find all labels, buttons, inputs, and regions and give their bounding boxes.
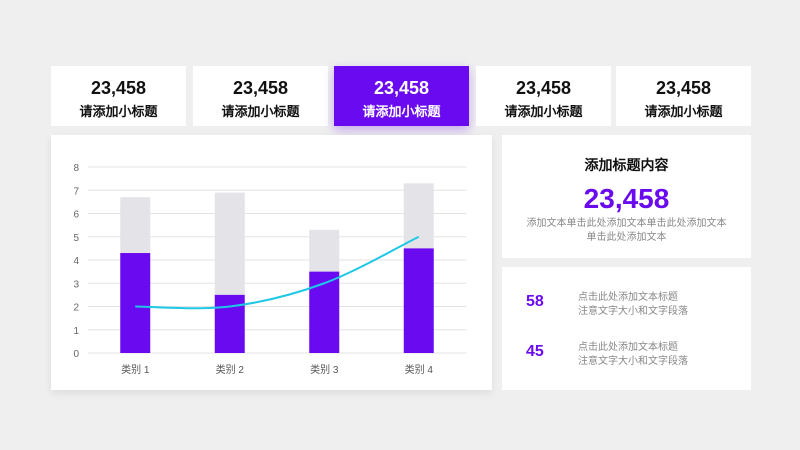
y-tick-label: 0 (73, 349, 79, 360)
stat-value: 23,458 (515, 78, 572, 98)
y-tick-label: 3 (73, 279, 79, 290)
bar-line-chart: 0 1 2 3 4 5 6 7 8 类别 1 类别 2 类别 3 类别 4 (73, 163, 466, 376)
y-tick-label: 7 (73, 186, 79, 197)
metric-line1: 点击此处添加文本标题 (578, 342, 678, 353)
y-tick-label: 2 (73, 303, 79, 314)
bar-series-1 (403, 248, 434, 353)
x-tick-label: 类别 3 (310, 363, 339, 376)
y-tick-label: 6 (73, 210, 79, 221)
stat-value: 23,458 (232, 78, 289, 98)
y-tick-label: 1 (73, 326, 79, 337)
metrics-list-card: 58 点击此处添加文本标题 注意文字大小和文字段落 45 点击此处添加文本标题 注意… (502, 267, 751, 390)
stat-label: 请添加小标题 (362, 104, 441, 119)
x-tick-label: 类别 2 (216, 363, 245, 376)
bar-series-2 (214, 192, 245, 295)
bar-series-2 (309, 229, 340, 272)
stat-card-2[interactable]: 23,458 请添加小标题 (193, 66, 328, 126)
stat-label: 请添加小标题 (644, 104, 723, 119)
stat-label: 请添加小标题 (504, 104, 583, 119)
metric-line1: 点击此处添加文本标题 (578, 292, 678, 303)
y-tick-label: 8 (73, 163, 79, 174)
bar-series-2 (403, 183, 434, 249)
metric-text: 点击此处添加文本标题 注意文字大小和文字段落 (578, 341, 688, 369)
info-card: 添加标题内容 23,458 添加文本单击此处添加文本单击此处添加文本单击此处添加… (502, 135, 751, 258)
chart-card: 0 1 2 3 4 5 6 7 8 类别 1 类别 2 类别 3 类别 4 (51, 135, 492, 390)
bar-series-1 (214, 294, 245, 353)
stat-card-5[interactable]: 23,458 请添加小标题 (616, 66, 751, 126)
stat-card-3-active[interactable]: 23,458 请添加小标题 (334, 66, 469, 126)
stat-card-1[interactable]: 23,458 请添加小标题 (51, 66, 186, 126)
x-tick-label: 类别 4 (405, 363, 434, 376)
stat-label: 请添加小标题 (221, 104, 300, 119)
info-description: 添加文本单击此处添加文本单击此处添加文本单击此处添加文本 (526, 218, 727, 243)
bar-series-2 (120, 197, 151, 254)
metric-text: 点击此处添加文本标题 注意文字大小和文字段落 (578, 291, 688, 319)
y-tick-label: 5 (73, 233, 79, 244)
stat-value: 23,458 (90, 78, 147, 98)
metric-value: 58 (526, 293, 544, 310)
bar-series-1 (120, 253, 151, 353)
metric-line2: 注意文字大小和文字段落 (578, 306, 688, 317)
metric-line2: 注意文字大小和文字段落 (578, 356, 688, 367)
info-title: 添加标题内容 (584, 157, 669, 173)
metric-value: 45 (526, 343, 544, 360)
stat-card-4[interactable]: 23,458 请添加小标题 (476, 66, 611, 126)
x-tick-label: 类别 1 (121, 363, 150, 376)
y-tick-label: 4 (73, 256, 79, 267)
bar-series-1 (309, 271, 340, 353)
info-value: 23,458 (583, 183, 670, 214)
line-series-3 (135, 235, 420, 310)
stat-value: 23,458 (373, 78, 430, 98)
stat-value: 23,458 (655, 78, 712, 98)
stat-label: 请添加小标题 (79, 104, 158, 119)
